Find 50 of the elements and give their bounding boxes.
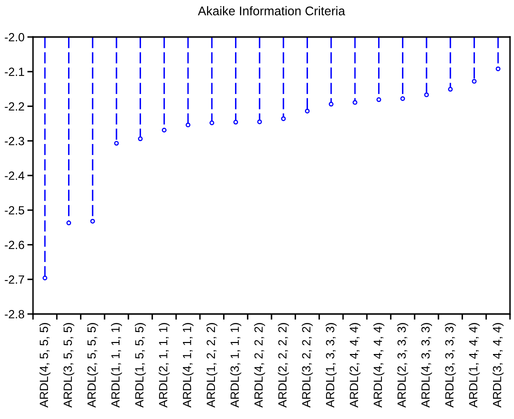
x-tick-label: ARDL(2, 4, 4, 4)	[349, 323, 360, 408]
point	[352, 100, 358, 105]
x-tick-label: ARDL(2, 2, 2, 2)	[278, 323, 289, 408]
point	[210, 120, 214, 126]
x-tick-label: ARDL(4, 2, 2, 2)	[254, 323, 266, 408]
point	[257, 119, 262, 124]
x-tick-label: ARDL(1, 2, 2, 2)	[206, 323, 218, 408]
x-tick-label: ARDL(4, 3, 3, 3)	[421, 323, 432, 408]
x-tick-label: ARDL(4, 5, 5, 5)	[39, 323, 50, 408]
x-tick-label: ARDL(3, 1, 1, 1)	[230, 323, 242, 408]
chart-title: Akaike Information Criteria	[198, 6, 346, 16]
x-tick-label: ARDL(3, 2, 2, 2)	[302, 323, 313, 408]
x-tick-label: ARDL(4, 4, 4, 4)	[373, 323, 384, 408]
x-tick-label: ARDL(2, 1, 1, 1)	[158, 323, 170, 408]
point	[281, 116, 286, 122]
y-tick-label: -2.7	[4, 275, 24, 284]
x-tick-label: ARDL(2, 3, 3, 3)	[397, 323, 408, 408]
point	[138, 136, 143, 142]
x-tick-label: ARDL(3, 4, 4, 4)	[492, 323, 504, 408]
point	[186, 122, 190, 128]
point	[114, 140, 119, 146]
point	[376, 97, 382, 102]
point	[472, 78, 477, 84]
y-tick-label: -2.4	[4, 172, 24, 180]
y-tick-label: -2.2	[4, 102, 24, 111]
point	[66, 220, 72, 226]
x-tick-label: ARDL(1, 5, 5, 5)	[134, 323, 146, 408]
x-tick-label: ARDL(3, 3, 3, 3)	[444, 323, 456, 408]
point	[448, 86, 453, 92]
point	[90, 218, 95, 224]
y-tick-label: -2.1	[4, 68, 24, 76]
x-tick-label: ARDL(4, 1, 1, 1)	[182, 323, 194, 408]
y-tick-label: -2.8	[4, 310, 24, 318]
x-tick-label: ARDL(2, 5, 5, 5)	[87, 323, 98, 408]
x-tick-label: ARDL(1, 1, 1, 1)	[110, 323, 122, 408]
y-tick-label: -2.0	[4, 33, 24, 42]
point	[42, 276, 48, 280]
point	[304, 108, 310, 114]
point	[328, 102, 334, 107]
point	[400, 96, 406, 101]
y-tick-label: -2.6	[4, 240, 24, 250]
y-tick-label: -2.5	[4, 206, 24, 215]
y-tick-label: -2.3	[4, 136, 24, 146]
x-tick-label: ARDL(1, 3, 3, 3)	[326, 323, 337, 408]
x-tick-label: ARDL(3, 5, 5, 5)	[63, 323, 74, 408]
point	[496, 66, 500, 72]
point	[424, 92, 429, 98]
point	[162, 128, 167, 132]
point	[233, 120, 238, 125]
x-tick-label: ARDL(1, 4, 4, 4)	[468, 323, 480, 408]
